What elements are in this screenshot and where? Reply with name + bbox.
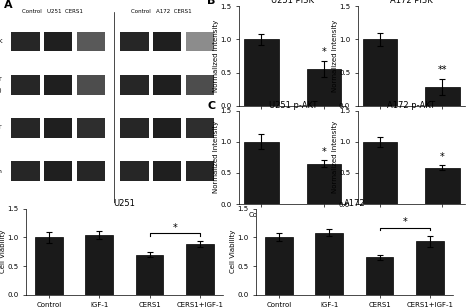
Bar xyxy=(307,164,341,204)
Bar xyxy=(77,118,105,138)
Y-axis label: Normalized Intensity: Normalized Intensity xyxy=(332,121,337,193)
Text: *: * xyxy=(321,147,326,157)
Text: β-actin: β-actin xyxy=(0,169,2,174)
Bar xyxy=(44,161,73,181)
Bar xyxy=(11,75,40,95)
Bar xyxy=(186,244,214,295)
Bar xyxy=(265,237,292,295)
Bar xyxy=(136,255,164,295)
Bar xyxy=(120,118,149,138)
Bar xyxy=(153,75,182,95)
Bar xyxy=(153,161,182,181)
Y-axis label: Normalized Intensity: Normalized Intensity xyxy=(213,20,219,92)
Y-axis label: Normalized Intensity: Normalized Intensity xyxy=(332,20,337,92)
Bar xyxy=(77,75,105,95)
Bar xyxy=(363,142,397,204)
Title: A172 p-AKT: A172 p-AKT xyxy=(387,101,435,110)
Text: AKT: AKT xyxy=(0,126,2,130)
Text: *: * xyxy=(440,152,445,162)
Text: (S473): (S473) xyxy=(0,88,2,93)
Bar xyxy=(244,39,279,106)
Bar xyxy=(35,237,63,295)
Text: p-AKT: p-AKT xyxy=(0,77,2,82)
Text: *: * xyxy=(173,223,177,233)
Title: U251: U251 xyxy=(113,199,136,208)
Title: U251 PI3K: U251 PI3K xyxy=(271,0,314,5)
Bar xyxy=(363,39,397,106)
Bar xyxy=(425,87,460,106)
Text: C: C xyxy=(207,101,216,111)
Title: A172 PI3K: A172 PI3K xyxy=(390,0,433,5)
Title: U251 p-AKT: U251 p-AKT xyxy=(268,101,317,110)
Bar xyxy=(416,241,444,295)
Bar xyxy=(44,75,73,95)
Text: A: A xyxy=(4,0,13,10)
Bar xyxy=(425,168,460,204)
Bar xyxy=(85,235,113,295)
Bar xyxy=(315,233,343,295)
Title: A172: A172 xyxy=(344,199,365,208)
Bar xyxy=(120,32,149,51)
Bar xyxy=(44,118,73,138)
Text: *: * xyxy=(321,47,326,57)
Bar xyxy=(11,161,40,181)
Bar xyxy=(186,75,214,95)
Bar xyxy=(307,69,341,106)
Text: *: * xyxy=(402,217,407,227)
Text: Control   U251  CERS1: Control U251 CERS1 xyxy=(22,9,83,14)
Text: PI3K: PI3K xyxy=(0,39,2,44)
Bar xyxy=(11,32,40,51)
Text: **: ** xyxy=(438,65,447,75)
Bar xyxy=(77,32,105,51)
Bar xyxy=(77,161,105,181)
Y-axis label: Cell Viability: Cell Viability xyxy=(230,230,236,274)
Bar xyxy=(44,32,73,51)
Bar xyxy=(11,118,40,138)
Bar xyxy=(153,32,182,51)
Bar xyxy=(186,118,214,138)
Bar xyxy=(244,142,279,204)
Text: Control   A172  CERS1: Control A172 CERS1 xyxy=(131,9,192,14)
Bar xyxy=(365,258,393,295)
Bar xyxy=(153,118,182,138)
Bar xyxy=(120,75,149,95)
Y-axis label: Cell Viability: Cell Viability xyxy=(0,230,6,274)
Y-axis label: Normalized Intensity: Normalized Intensity xyxy=(213,121,219,193)
Bar xyxy=(186,32,214,51)
Bar xyxy=(186,161,214,181)
Bar xyxy=(120,161,149,181)
Text: B: B xyxy=(207,0,216,6)
